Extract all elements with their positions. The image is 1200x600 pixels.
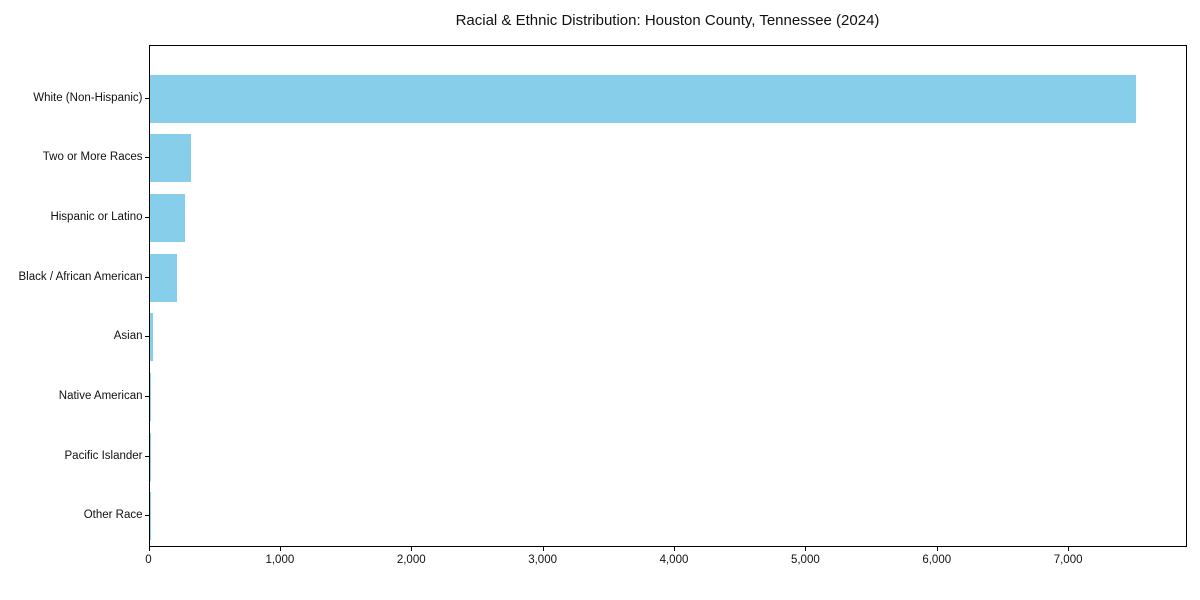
plot-area [148, 45, 1187, 547]
x-tick-label-0: 0 [145, 554, 152, 566]
x-tick-label-5000: 5,000 [790, 554, 820, 566]
bar-hispanic-or-latino [149, 193, 185, 242]
y-tick-label-two-or-more-races: Two or More Races [42, 151, 143, 164]
x-tick-label-1000: 1,000 [265, 554, 295, 566]
y-tick-label-pacific-islander: Pacific Islander [64, 449, 143, 462]
x-tick-mark [279, 547, 281, 551]
y-tick-mark [144, 97, 149, 99]
y-tick-label-other-race: Other Race [83, 509, 143, 522]
bar-native-american [149, 373, 151, 422]
y-tick-mark [144, 455, 149, 457]
x-tick-mark [805, 547, 807, 551]
x-tick-label-4000: 4,000 [659, 554, 689, 566]
bar-white-non-hispanic [149, 74, 1137, 123]
y-tick-mark [144, 276, 149, 278]
y-tick-mark [144, 157, 149, 159]
y-tick-label-black-african-american: Black / African American [18, 270, 143, 283]
x-tick-label-6000: 6,000 [922, 554, 952, 566]
bar-black-african-american [149, 253, 178, 302]
x-tick-label-7000: 7,000 [1053, 554, 1083, 566]
x-tick-mark [1068, 547, 1070, 551]
y-tick-mark [144, 216, 149, 218]
x-tick-mark [148, 547, 150, 551]
x-tick-mark [542, 547, 544, 551]
x-tick-label-2000: 2,000 [396, 554, 426, 566]
y-tick-mark [144, 515, 149, 517]
x-tick-mark [673, 547, 675, 551]
bar-two-or-more-races [149, 134, 191, 183]
x-tick-mark [411, 547, 413, 551]
chart-title: Racial & Ethnic Distribution: Houston Co… [455, 12, 880, 29]
bar-asian [149, 313, 153, 362]
x-tick-label-3000: 3,000 [528, 554, 557, 566]
y-tick-label-white-non-hispanic: White (Non-Hispanic) [33, 91, 143, 104]
y-tick-mark [144, 396, 149, 398]
x-tick-mark [936, 547, 938, 551]
y-tick-label-hispanic-or-latino: Hispanic or Latino [50, 210, 143, 223]
y-tick-label-native-american: Native American [58, 390, 143, 403]
y-tick-label-asian: Asian [113, 330, 143, 343]
y-tick-mark [144, 336, 149, 338]
